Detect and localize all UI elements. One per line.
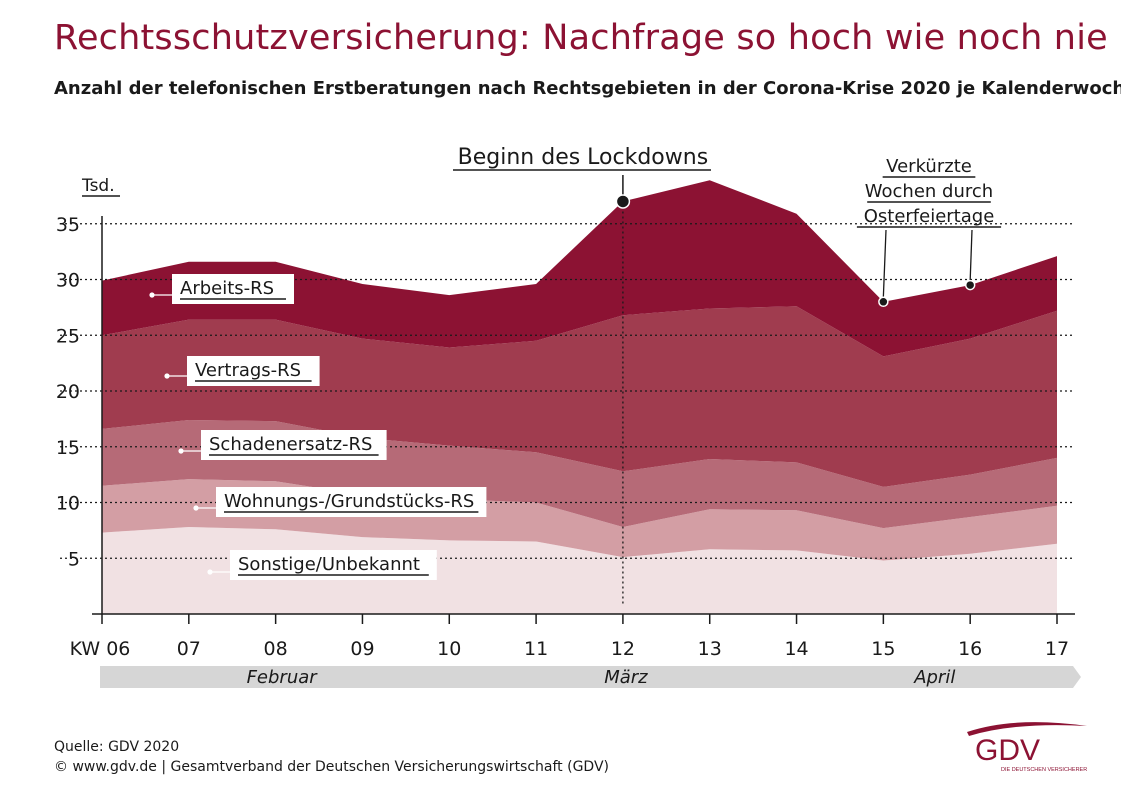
x-tick-label-08: 08 — [264, 638, 288, 660]
series-label-4: Vertrags-RS — [195, 360, 301, 381]
source-note: Quelle: GDV 2020 — [54, 739, 180, 755]
x-tick-label-12: 12 — [611, 638, 635, 660]
series-label-5: Arbeits-RS — [180, 278, 274, 299]
area-arbeits-rs — [102, 180, 1057, 357]
y-tick-label-20: 20 — [56, 381, 80, 403]
x-tick-label-14: 14 — [784, 638, 808, 660]
easter-label-line-2: Wochen durch — [865, 181, 993, 202]
easter-label-line-1: Verkürzte — [886, 156, 972, 177]
easter-leader-2 — [969, 229, 973, 281]
y-unit-label: Tsd. — [81, 176, 115, 196]
x-tick-label-07: 07 — [177, 638, 201, 660]
month-band-3 — [788, 666, 1081, 688]
copyright-note: © www.gdv.de | Gesamtverband der Deutsch… — [54, 759, 610, 775]
lockdown-marker — [615, 194, 631, 209]
x-tick-label-09: 09 — [350, 638, 374, 660]
x-tick-label-11: 11 — [524, 638, 548, 660]
y-tick-label-15: 15 — [56, 437, 80, 459]
chart-subtitle: Anzahl der telefonischen Erstberatungen … — [54, 78, 1121, 99]
y-tick-label-25: 25 — [56, 325, 80, 347]
area-vertrags-rs — [102, 306, 1057, 487]
series-label-3: Schadenersatz-RS — [209, 434, 373, 455]
easter-label-line-3: Osterfeiertage — [864, 206, 995, 227]
easter-marker-1 — [878, 296, 889, 308]
y-tick-label-35: 35 — [56, 214, 80, 236]
month-band-2 — [441, 666, 811, 688]
x-tick-label-10: 10 — [437, 638, 461, 660]
chart-title: Rechtsschutzversicherung: Nachfrage so h… — [54, 18, 1108, 58]
x-tick-label-06: KW 06 — [70, 638, 131, 660]
series-label-2: Wohnungs-/Grundstücks-RS — [224, 491, 474, 512]
month-label-3: April — [913, 667, 955, 688]
x-tick-label-17: 17 — [1045, 638, 1069, 660]
easter-marker-2 — [964, 279, 976, 291]
month-label-2: März — [604, 667, 648, 688]
series-label-1: Sonstige/Unbekannt — [238, 554, 420, 575]
logo-text: GDV — [975, 734, 1040, 767]
x-tick-label-16: 16 — [958, 638, 982, 660]
footer: Quelle: GDV 2020 © www.gdv.de | Gesamtve… — [54, 737, 609, 777]
area-sonstige-unbekannt — [102, 527, 1057, 614]
gdv-logo: GDV DIE DEUTSCHEN VERSICHERER — [967, 722, 1087, 773]
y-tick-label-10: 10 — [56, 493, 80, 515]
month-band-1 — [100, 666, 464, 688]
easter-leader-1 — [882, 229, 887, 297]
y-tick-label-30: 30 — [56, 270, 80, 292]
logo-swoosh — [967, 722, 1087, 736]
x-tick-label-13: 13 — [698, 638, 722, 660]
x-tick-label-15: 15 — [871, 638, 895, 660]
y-tick-label-5: 5 — [68, 548, 80, 570]
month-label-1: Februar — [247, 667, 319, 688]
logo-tagline: DIE DEUTSCHEN VERSICHERER — [1001, 767, 1087, 773]
lockdown-label: Beginn des Lockdowns — [458, 145, 709, 170]
